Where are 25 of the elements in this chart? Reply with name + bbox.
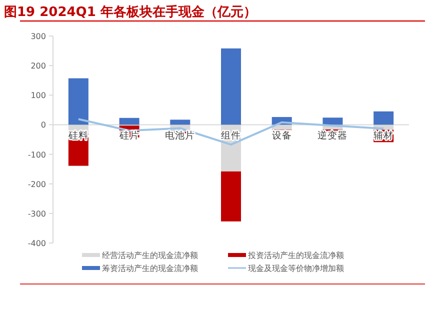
legend-label: 筹资活动产生的现金流净额 — [102, 264, 198, 273]
y-tick-label: -300 — [28, 209, 46, 218]
x-tick-label: 逆变器 — [318, 130, 348, 142]
legend-label: 投资活动产生的现金流净额 — [247, 251, 344, 260]
bar — [170, 120, 190, 125]
bar — [374, 111, 394, 125]
x-tick-label: 电池片 — [165, 130, 196, 142]
y-tick-label: -100 — [28, 150, 46, 160]
x-tick-label: 组件 — [221, 130, 241, 142]
bar — [119, 118, 140, 125]
y-tick-label: 0 — [40, 120, 46, 130]
y-tick-label: 200 — [30, 62, 46, 71]
x-tick-label: 辅材 — [374, 130, 394, 142]
y-tick-label: -400 — [28, 239, 46, 248]
x-tick-label: 设备 — [272, 130, 292, 142]
chart-title: 图19 2024Q1 年各板块在手现金（亿元） — [4, 4, 256, 20]
legend-label: 经营活动产生的现金流净额 — [102, 251, 198, 260]
y-tick-label: 100 — [30, 91, 46, 100]
legend-label: 现金及现金等价物净增加额 — [248, 264, 344, 273]
bar — [221, 48, 241, 125]
bar — [68, 78, 88, 125]
bar — [221, 171, 241, 222]
bar — [322, 118, 343, 125]
y-tick-label: 300 — [30, 32, 46, 41]
y-tick-label: -200 — [28, 180, 46, 189]
